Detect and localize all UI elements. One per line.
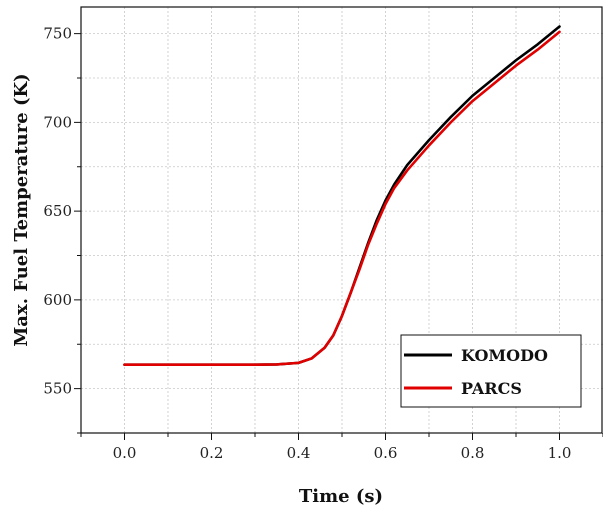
y-tick-label: 750: [43, 25, 72, 43]
x-tick-label: 0.4: [287, 444, 311, 462]
y-tick-label: 700: [43, 113, 72, 131]
x-tick-label: 0.6: [374, 444, 398, 462]
tick-labels: 0.0 0.2 0.4 0.6 0.8 1.0 550 600 650 700 750: [43, 25, 571, 462]
legend: KOMODO PARCS: [400, 334, 582, 408]
x-tick-label: 0.0: [113, 444, 137, 462]
x-tick-label: 0.8: [461, 444, 485, 462]
y-tick-label: 650: [43, 202, 72, 220]
x-axis-title: Time (s): [299, 486, 383, 507]
y-tick-label: 600: [43, 291, 72, 309]
series-layer: [123, 25, 561, 366]
legend-label-komodo: KOMODO: [461, 346, 548, 365]
series-line-parcs: [123, 30, 561, 366]
axis-ticks: [74, 33, 603, 440]
y-tick-label: 550: [43, 380, 72, 398]
x-tick-label: 0.2: [200, 444, 224, 462]
x-tick-label: 1.0: [548, 444, 572, 462]
y-axis-title: Max. Fuel Temperature (K): [11, 73, 32, 346]
grid: [81, 7, 603, 433]
legend-box: [400, 334, 582, 408]
legend-label-parcs: PARCS: [461, 379, 522, 398]
